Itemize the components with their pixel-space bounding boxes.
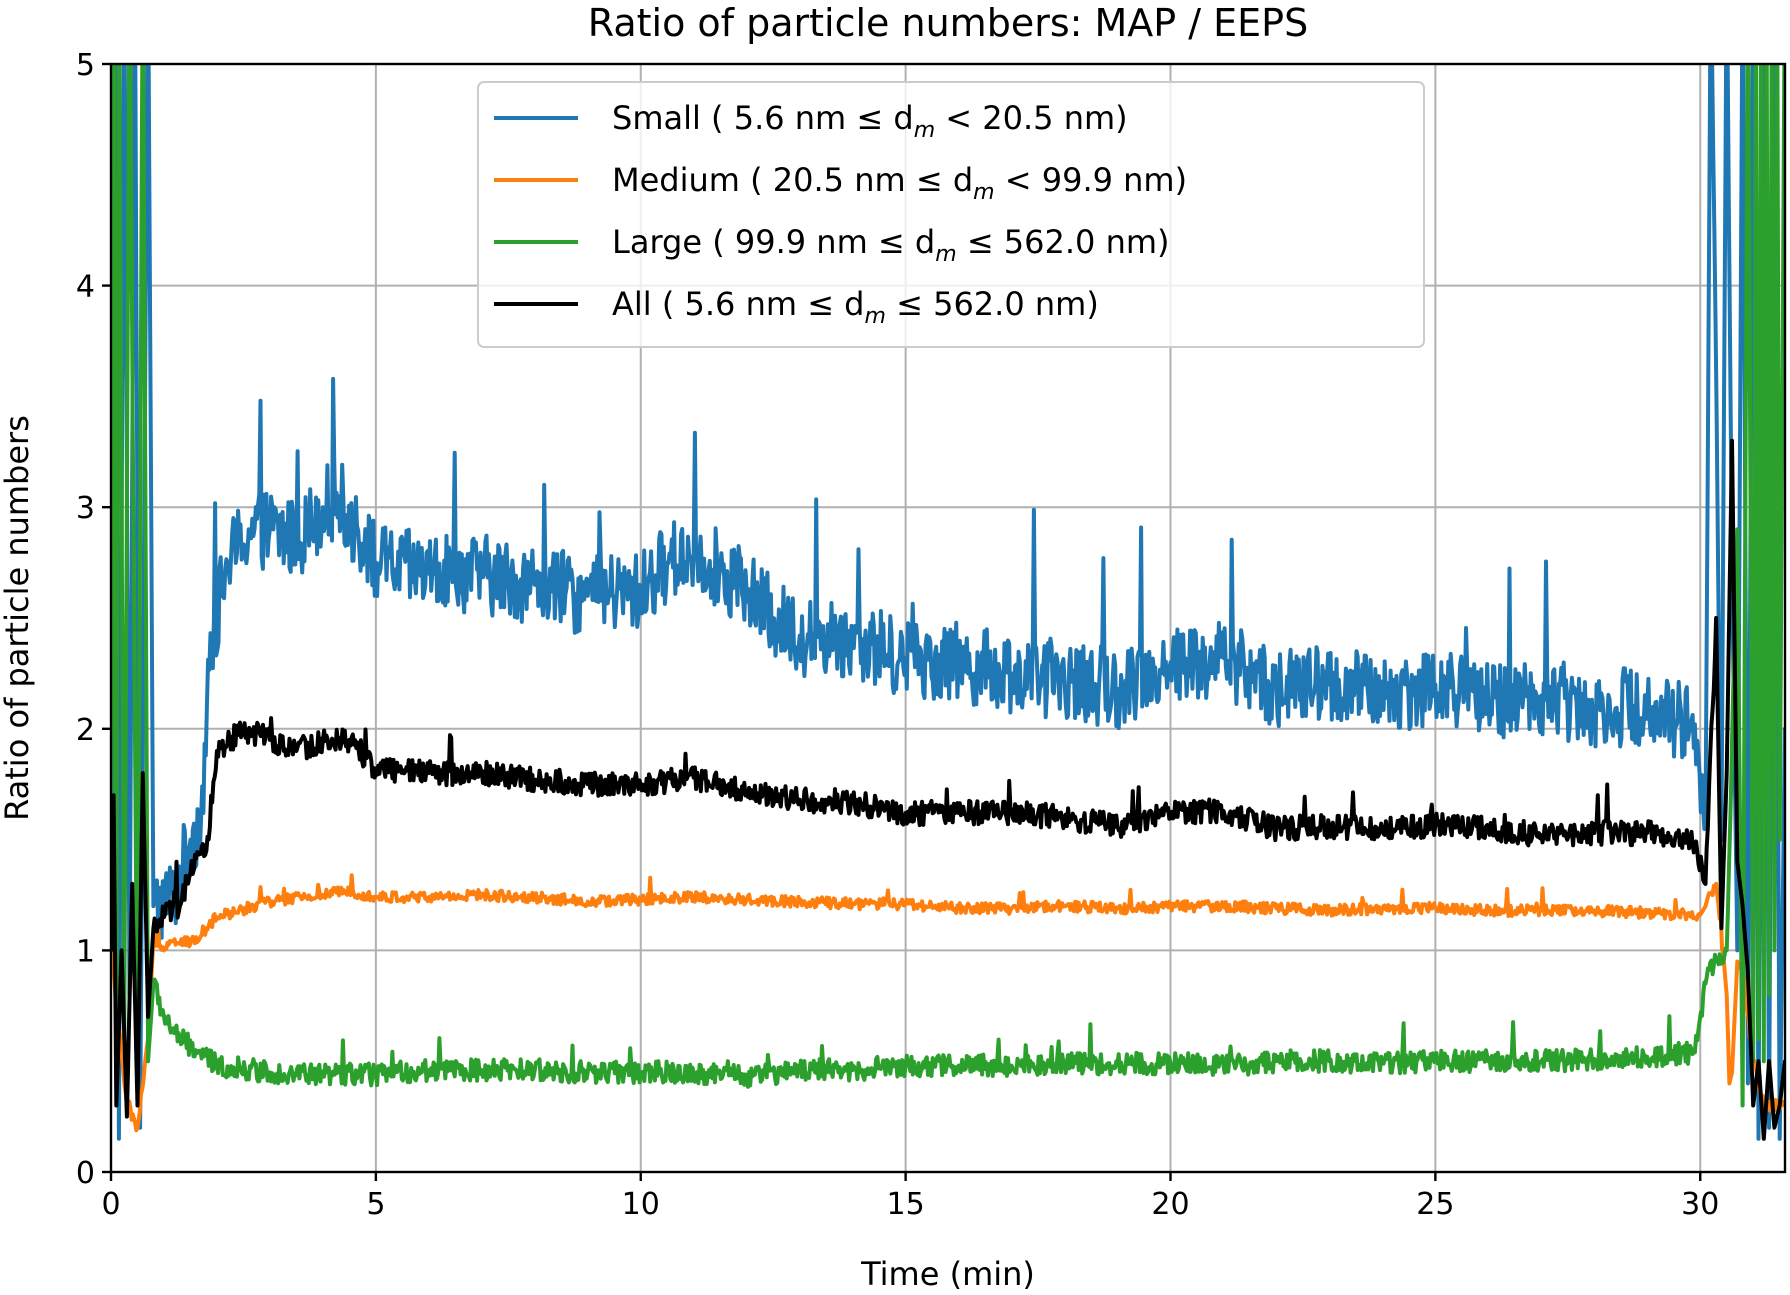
x-tick-label: 10: [622, 1187, 660, 1222]
x-tick-label: 20: [1151, 1187, 1189, 1222]
y-tick-label: 3: [76, 491, 95, 526]
legend-text-part: 562.0 nm): [994, 223, 1170, 261]
legend-text-part: ≤: [807, 285, 834, 323]
legend-text-part: m: [864, 304, 885, 329]
legend-text-part: ≤: [957, 223, 994, 261]
y-tick-label: 5: [76, 48, 95, 83]
series-line-small: [111, 64, 1785, 1141]
series-line-all: [111, 438, 1785, 1141]
legend-text-part: All ( 5.6 nm: [612, 285, 807, 323]
legend-text-part: Medium ( 20.5 nm: [612, 161, 916, 199]
legend-text-part: ≤: [878, 223, 905, 261]
legend-text-part: m: [973, 180, 994, 205]
x-axis-label: Time (min): [860, 1255, 1035, 1293]
legend: Small ( 5.6 nm ≤ dm < 20.5 nm)Medium ( 2…: [477, 81, 1425, 348]
legend-text-part: Small ( 5.6 nm: [612, 99, 856, 137]
y-axis-label: Ratio of particle numbers: [0, 415, 36, 821]
legend-text-part: d: [943, 161, 973, 199]
series-line-large: [111, 64, 1785, 1108]
x-tick-label: 5: [366, 1187, 385, 1222]
legend-label-all: All ( 5.6 nm ≤ dm ≤ 562.0 nm): [612, 285, 1099, 329]
y-tick-label: 1: [76, 934, 95, 969]
legend-label-small: Small ( 5.6 nm ≤ dm < 20.5 nm): [612, 99, 1128, 143]
legend-text-part: d: [905, 223, 935, 261]
series-line-medium: [111, 873, 1785, 1133]
legend-text-part: ≤: [856, 99, 883, 137]
legend-text-part: m: [935, 242, 956, 267]
legend-box: [477, 81, 1425, 348]
y-tick-label: 0: [76, 1156, 95, 1191]
y-tick-label: 4: [76, 270, 95, 305]
series-lines: [111, 64, 1785, 1141]
plot-frame: [109, 62, 1787, 1174]
legend-label-large: Large ( 99.9 nm ≤ dm ≤ 562.0 nm): [612, 223, 1170, 267]
legend-text-part: 20.5 nm): [972, 99, 1128, 137]
legend-text-part: <: [995, 161, 1032, 199]
legend-text-part: 99.9 nm): [1032, 161, 1188, 199]
legend-text-part: ≤: [916, 161, 943, 199]
legend-label-medium: Medium ( 20.5 nm ≤ dm < 99.9 nm): [612, 161, 1187, 205]
legend-text-part: d: [883, 99, 913, 137]
legend-text-part: <: [935, 99, 972, 137]
legend-text-part: d: [834, 285, 864, 323]
axis-ticks: 0 5 10 15 20 25 30 0 1 2 3 4 5: [76, 48, 1719, 1222]
legend-text-part: 562.0 nm): [923, 285, 1099, 323]
x-tick-label: 30: [1681, 1187, 1719, 1222]
legend-text-part: Large ( 99.9 nm: [612, 223, 878, 261]
legend-text-part: ≤: [886, 285, 923, 323]
legend-text-part: m: [914, 118, 935, 143]
x-tick-label: 0: [101, 1187, 120, 1222]
y-tick-label: 2: [76, 713, 95, 748]
x-tick-label: 25: [1416, 1187, 1454, 1222]
x-tick-label: 15: [887, 1187, 925, 1222]
chart-title: Ratio of particle numbers: MAP / EEPS: [588, 1, 1308, 45]
